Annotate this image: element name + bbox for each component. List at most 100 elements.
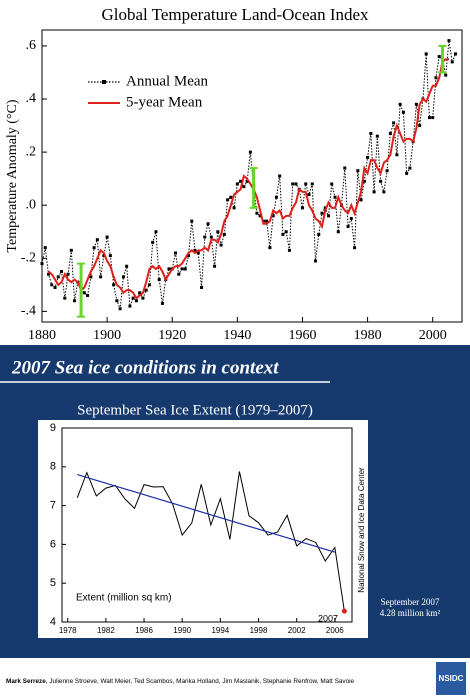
data-point (450, 60, 454, 64)
data-point (310, 182, 314, 186)
data-line (47, 58, 449, 300)
logo-text: NSIDC (439, 674, 464, 683)
data-point (154, 230, 158, 234)
data-point (92, 246, 96, 250)
point-label: 2007 (318, 613, 338, 623)
data-point (343, 166, 347, 170)
data-point (323, 206, 327, 210)
x-tick-label: 2006 (326, 626, 344, 635)
data-point (229, 195, 233, 199)
data-point (359, 198, 363, 202)
x-tick-label: 1978 (59, 626, 77, 635)
y-tick-label: 5 (50, 577, 56, 589)
banner-title: 2007 Sea ice conditions in context (11, 357, 279, 378)
data-point (317, 232, 321, 236)
data-point (128, 304, 132, 308)
x-tick-label: 1994 (211, 626, 229, 635)
data-point (216, 230, 220, 234)
logo (436, 662, 466, 695)
data-point (287, 248, 291, 252)
y-tick-label: 9 (50, 422, 56, 434)
credits: Mark Serreze, Julienne Stroeve, Walt Mei… (6, 678, 355, 685)
data-point (160, 301, 164, 305)
data-point (50, 283, 54, 287)
data-point (265, 219, 269, 223)
x-tick-label: 1980 (354, 328, 382, 343)
data-point (327, 214, 331, 218)
data-point (239, 179, 243, 183)
data-point (125, 264, 129, 268)
data-point (115, 299, 119, 303)
data-point (112, 283, 116, 287)
data-point (385, 169, 389, 173)
chart-title: September Sea Ice Extent (1979–2007) (77, 402, 313, 418)
data-point (444, 73, 448, 77)
data-point (434, 76, 438, 80)
data-point (291, 182, 295, 186)
data-point (414, 102, 418, 106)
credits-others: , Julienne Stroeve, Walt Meier, Ted Scam… (46, 678, 355, 685)
data-point (336, 230, 340, 234)
data-point (180, 267, 184, 271)
data-point (278, 174, 282, 178)
data-point (356, 169, 360, 173)
y-tick-label: 6 (50, 538, 56, 550)
data-point (242, 185, 246, 189)
data-point (346, 224, 350, 228)
data-point (395, 153, 399, 157)
x-tick-label: 1880 (28, 328, 56, 343)
data-point (307, 193, 311, 197)
chart-title: Global Temperature Land-Ocean Index (101, 5, 369, 24)
data-point (401, 110, 405, 114)
data-point (138, 291, 142, 295)
data-point (53, 285, 57, 289)
data-point (362, 179, 366, 183)
data-point (167, 267, 171, 271)
y-tick-label: 4 (50, 616, 56, 628)
data-point (398, 102, 402, 106)
y-tick-label: .4 (26, 91, 37, 106)
data-point (366, 155, 370, 159)
data-point (447, 39, 451, 43)
legend-label: 5-year Mean (126, 94, 203, 110)
data-point (203, 235, 207, 239)
x-tick-label: 2000 (419, 328, 447, 343)
data-line (41, 40, 456, 309)
data-point (99, 275, 103, 279)
legend-marker (102, 80, 106, 84)
data-point (219, 243, 223, 247)
data-point (431, 116, 435, 120)
y-tick-label: .2 (26, 144, 37, 159)
data-point (43, 246, 47, 250)
data-point (151, 240, 155, 244)
data-point (102, 254, 106, 258)
data-point (274, 195, 278, 199)
data-point (66, 272, 70, 276)
data-point (375, 134, 379, 138)
callout: September 2007 (381, 597, 440, 607)
data-point (108, 254, 112, 258)
data-point (418, 124, 422, 128)
x-tick-label: 1986 (135, 626, 153, 635)
ice-chart-background (38, 420, 368, 638)
data-point (284, 230, 288, 234)
x-tick-label: 1900 (93, 328, 121, 343)
data-point (95, 238, 99, 242)
data-point (206, 222, 210, 226)
x-tick-label: 1940 (223, 328, 251, 343)
data-point (424, 52, 428, 56)
y-tick-label: 8 (50, 461, 56, 473)
temp-plot-frame (41, 29, 463, 323)
data-point (56, 275, 60, 279)
ice-plot-frame (61, 427, 353, 623)
source-note: National Snow and Ice Data Center (357, 467, 366, 593)
data-point (248, 150, 252, 154)
data-point (271, 214, 275, 218)
data-point (437, 55, 441, 59)
data-point (141, 296, 145, 300)
data-point (60, 270, 64, 274)
data-point (320, 211, 324, 215)
data-point (235, 182, 239, 186)
data-point (183, 267, 187, 271)
